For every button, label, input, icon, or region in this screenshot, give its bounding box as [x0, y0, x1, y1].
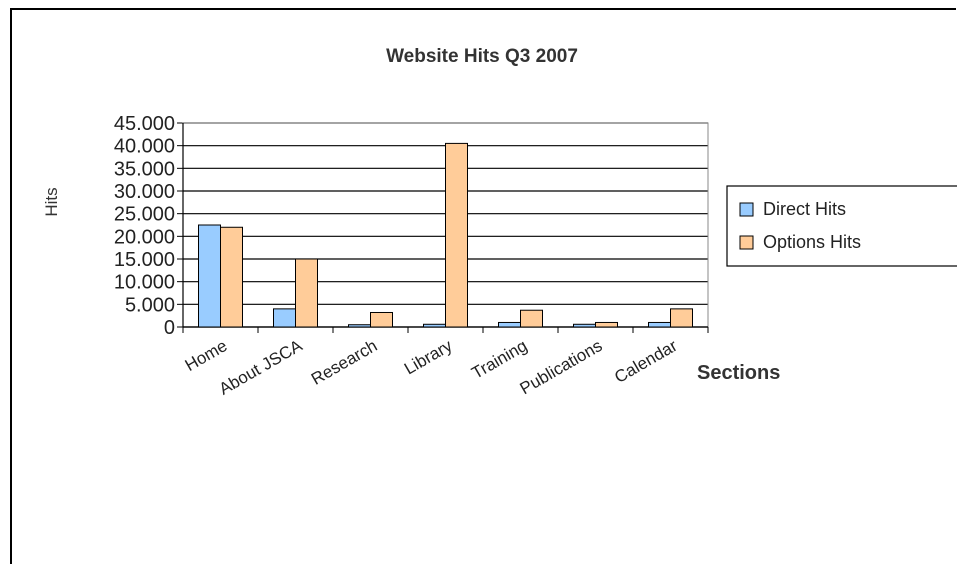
- bar-options-hits: [595, 321, 618, 328]
- x-tick-label: Calendar: [611, 336, 681, 387]
- y-tick-label: 10.000: [114, 272, 175, 294]
- bar-direct-hits: [198, 224, 221, 328]
- x-tick-label: Home: [182, 336, 231, 375]
- x-tick-label: Publications: [517, 336, 606, 398]
- bar-options-hits: [370, 311, 393, 328]
- bar-direct-hits: [423, 323, 446, 328]
- legend-label: Options Hits: [763, 232, 861, 252]
- bar-direct-hits: [348, 324, 371, 328]
- chart-title: Website Hits Q3 2007: [386, 46, 578, 67]
- y-axis-label: Hits: [42, 187, 61, 216]
- y-tick-label: 0: [164, 317, 175, 339]
- bar-options-hits: [520, 309, 543, 328]
- plot-area: 45.00040.00035.00030.00025.00020.00015.0…: [114, 113, 709, 399]
- bar-direct-hits: [648, 321, 671, 328]
- bar-options-hits: [295, 258, 318, 328]
- y-tick-label: 15.000: [114, 249, 175, 271]
- bar-direct-hits: [573, 323, 596, 328]
- legend-label: Direct Hits: [763, 199, 846, 219]
- y-tick-label: 30.000: [114, 181, 175, 203]
- x-axis-label: Sections: [697, 362, 780, 384]
- bar-direct-hits: [273, 308, 296, 328]
- bar-options-hits: [670, 308, 693, 328]
- y-tick-label: 25.000: [114, 204, 175, 226]
- y-tick-label: 5.000: [125, 294, 175, 316]
- x-tick-label: About JSCA: [216, 336, 306, 399]
- legend-swatch: [739, 202, 754, 217]
- bar-direct-hits: [498, 321, 521, 328]
- y-tick-label: 20.000: [114, 226, 175, 248]
- x-tick-label: Training: [468, 336, 530, 383]
- x-tick-label: Research: [308, 336, 381, 389]
- bar-options-hits: [445, 142, 468, 328]
- y-tick-label: 35.000: [114, 158, 175, 180]
- legend: Direct Hits Options Hits: [726, 185, 957, 267]
- legend-box: [726, 185, 957, 267]
- bar-options-hits: [220, 226, 243, 328]
- legend-swatch: [739, 235, 754, 250]
- y-tick-label: 45.000: [114, 113, 175, 135]
- x-tick-label: Library: [401, 336, 456, 379]
- y-tick-label: 40.000: [114, 136, 175, 158]
